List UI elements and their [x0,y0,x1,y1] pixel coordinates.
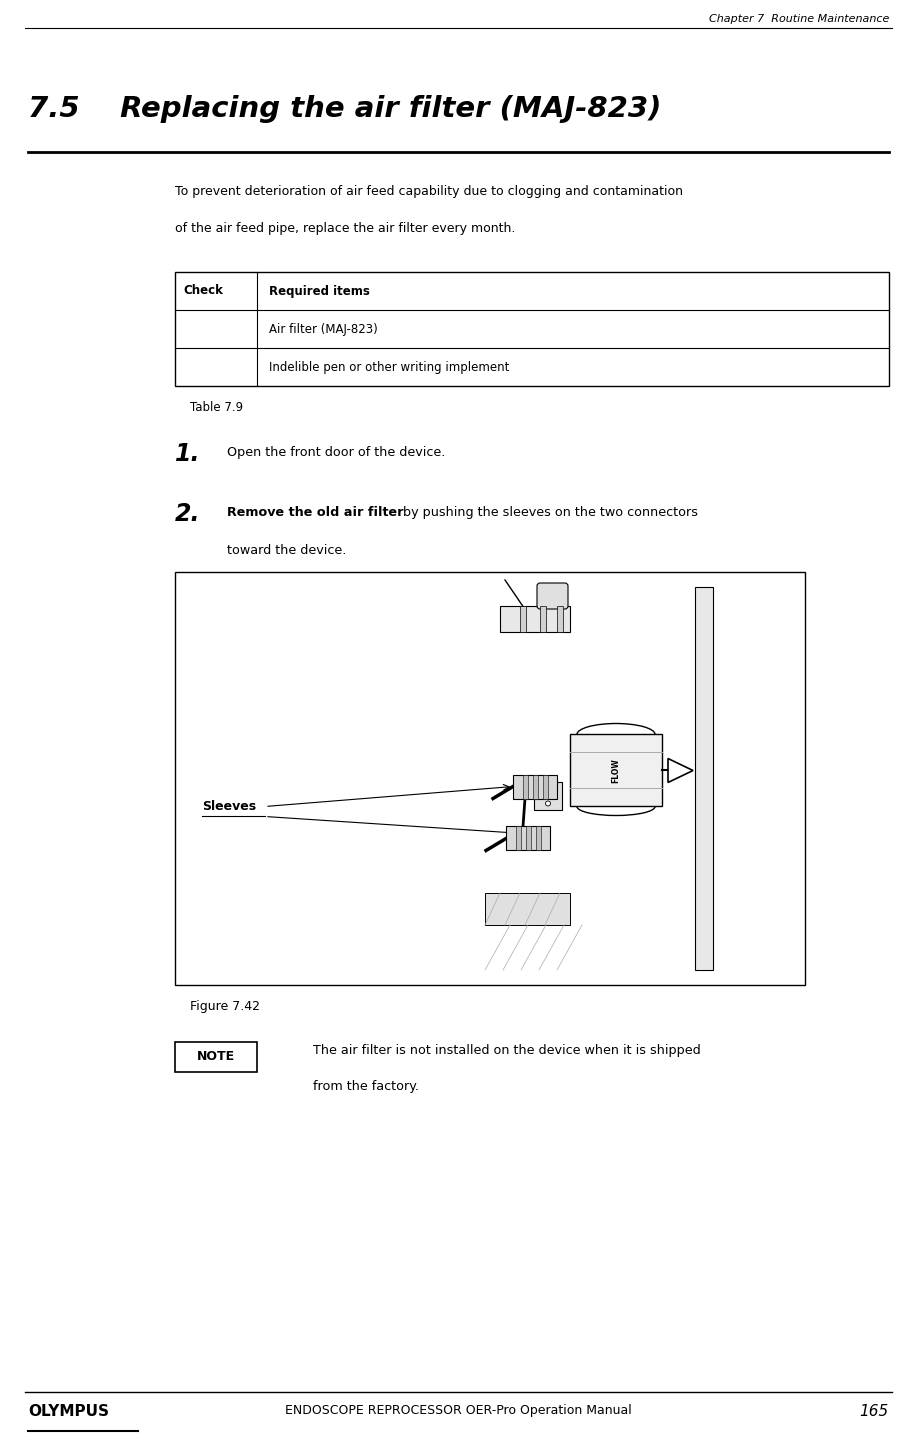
Text: FLOW: FLOW [612,759,621,783]
Text: Required items: Required items [269,284,370,297]
Text: Check: Check [183,284,223,297]
Bar [536,826,541,850]
Bar [516,826,521,850]
Bar [526,826,531,850]
Text: Figure 7.42: Figure 7.42 [190,999,260,1012]
Text: Sleeves: Sleeves [202,800,256,813]
Text: 7.5    Replacing the air filter (MAJ-823): 7.5 Replacing the air filter (MAJ-823) [28,95,661,123]
Bar [695,587,713,969]
Text: of the air feed pipe, replace the air filter every month.: of the air feed pipe, replace the air fi… [175,222,515,235]
Text: toward the device.: toward the device. [227,543,347,556]
Text: Chapter 7  Routine Maintenance: Chapter 7 Routine Maintenance [709,14,889,24]
Bar [175,272,889,386]
Text: NOTE: NOTE [197,1051,235,1064]
Bar [175,572,805,985]
Text: ENDOSCOPE REPROCESSOR OER-Pro Operation Manual: ENDOSCOPE REPROCESSOR OER-Pro Operation … [285,1404,632,1417]
Text: 165: 165 [860,1404,889,1420]
Bar [485,893,570,925]
Text: Remove the old air filter: Remove the old air filter [227,506,403,519]
Text: Air filter (MAJ-823): Air filter (MAJ-823) [269,323,378,336]
Bar [506,826,550,850]
FancyBboxPatch shape [537,584,568,609]
Bar [500,607,570,632]
Bar [513,774,557,799]
Text: 1.: 1. [175,442,201,466]
Circle shape [546,802,550,806]
Text: Table 7.9: Table 7.9 [190,402,243,414]
Text: Open the front door of the device.: Open the front door of the device. [227,446,446,459]
Bar [520,607,526,632]
Bar [533,774,538,799]
Text: from the factory.: from the factory. [313,1080,419,1093]
Text: OLYMPUS: OLYMPUS [28,1404,109,1420]
Text: The air filter is not installed on the device when it is shipped: The air filter is not installed on the d… [313,1044,701,1057]
Text: Indelible pen or other writing implement: Indelible pen or other writing implement [269,360,509,373]
Bar [570,734,662,806]
Bar [175,1043,257,1073]
Bar [523,774,528,799]
Text: by pushing the sleeves on the two connectors: by pushing the sleeves on the two connec… [399,506,698,519]
Circle shape [546,787,550,792]
Bar [540,607,546,632]
Bar [534,783,562,810]
Bar [543,774,548,799]
Bar [557,607,563,632]
Text: 2.: 2. [175,502,201,526]
Polygon shape [668,759,693,783]
Text: To prevent deterioration of air feed capability due to clogging and contaminatio: To prevent deterioration of air feed cap… [175,185,683,198]
